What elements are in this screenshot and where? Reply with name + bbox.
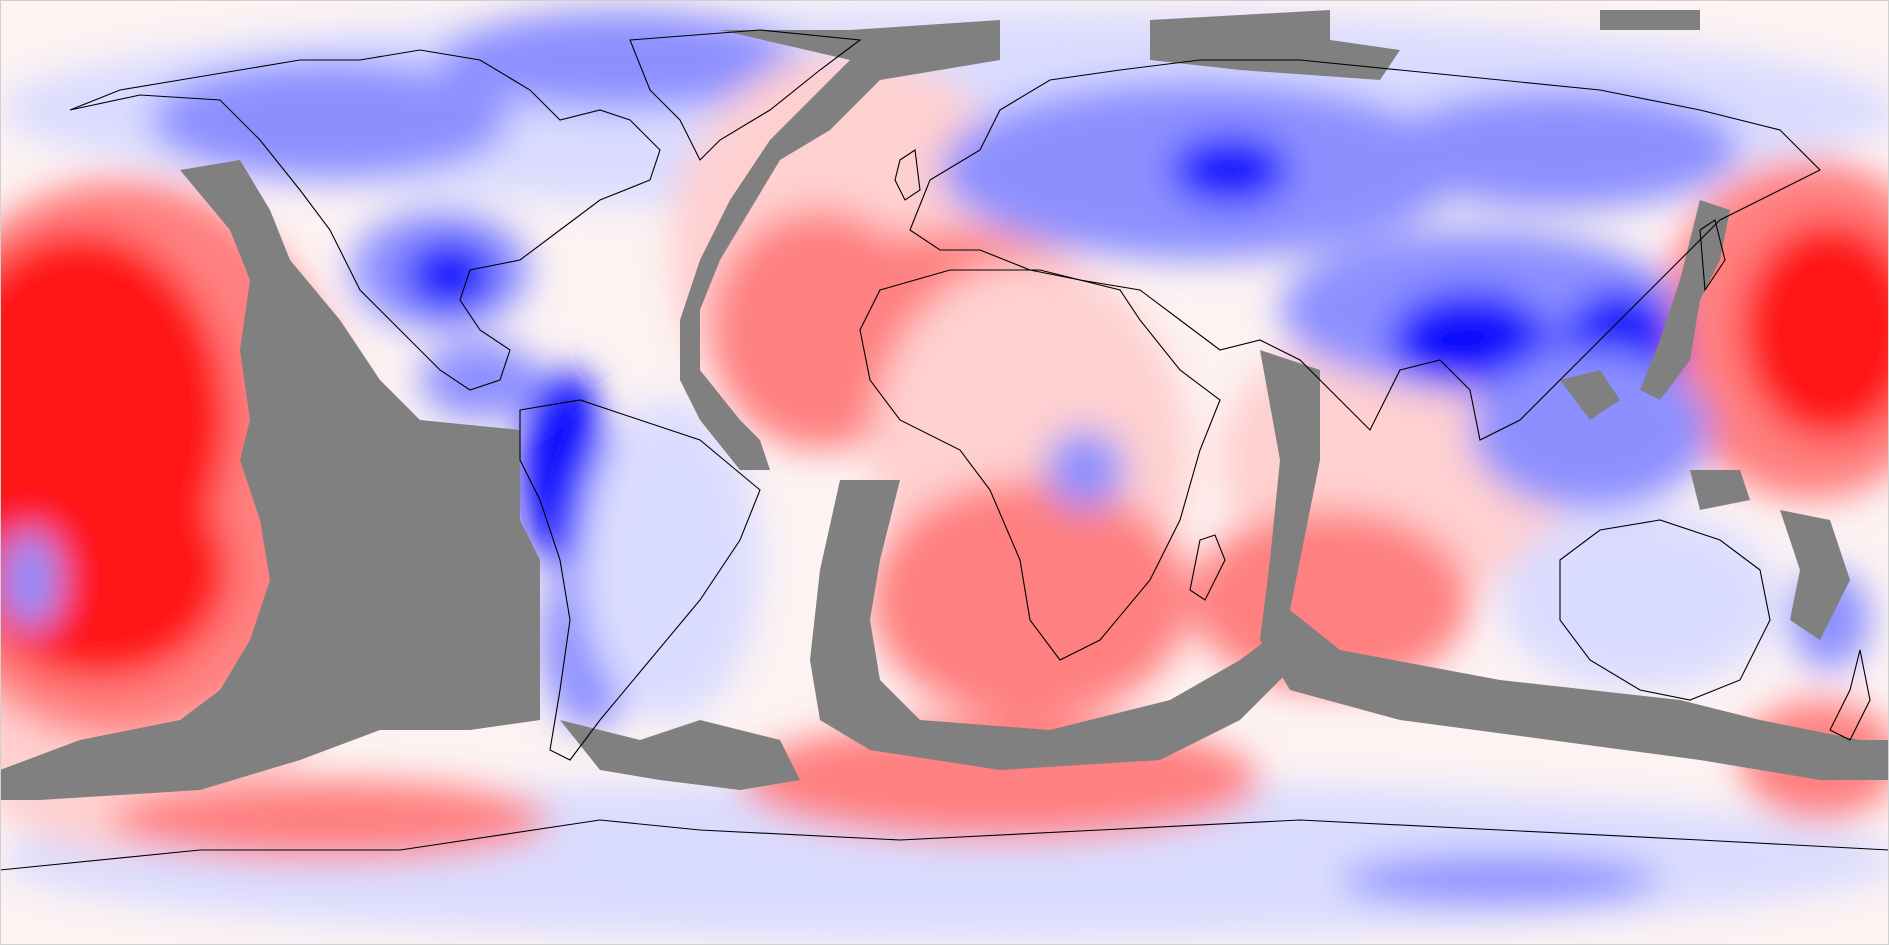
coastline-new-zealand — [1829, 649, 1871, 741]
coastline-eurasia — [909, 59, 1821, 441]
coastline-madagascar — [1189, 534, 1226, 601]
missing-data-region — [1260, 350, 1889, 780]
anomaly-blob-sneg — [405, 240, 495, 310]
anomaly-blob-wneg — [1500, 510, 1780, 690]
missing-data-region — [1560, 370, 1620, 420]
missing-data-region — [560, 720, 800, 790]
anomaly-blob-sneg — [1170, 135, 1290, 205]
anomaly-blob-mneg — [1380, 90, 1740, 210]
missing-data-region — [810, 480, 1300, 770]
anomaly-blob-sneg — [1390, 290, 1550, 390]
missing-data-region — [1150, 10, 1400, 80]
anomaly-blob-mneg — [1045, 430, 1125, 510]
coastline-british-isles — [894, 149, 921, 201]
anomaly-blob-mpos — [110, 780, 550, 860]
coastline-greenland — [629, 29, 862, 161]
anomaly-blob-mneg — [1340, 855, 1660, 905]
anomaly-blob-mneg — [0, 530, 60, 630]
coastline-antarctica — [0, 819, 1889, 871]
coastline-africa — [859, 269, 1221, 661]
coastline-australia — [1559, 519, 1771, 701]
coastline-north-america — [69, 49, 661, 391]
coastline-south-america — [519, 399, 761, 761]
missing-data-mask — [0, 10, 1889, 800]
anomaly-blob-mneg — [420, 340, 540, 420]
missing-data-region — [1640, 200, 1730, 400]
missing-data-region — [0, 160, 540, 800]
coastlines — [0, 29, 1889, 871]
anomaly-blob-spos — [0, 460, 230, 680]
anomaly-blob-wneg — [580, 400, 760, 720]
missing-data-region — [1780, 510, 1850, 640]
missing-data-region — [1690, 470, 1750, 510]
coastline-japan — [1699, 219, 1726, 292]
anomaly-blob-spos — [1740, 220, 1889, 440]
anomaly-blob-mneg — [440, 10, 800, 110]
missing-data-region — [1600, 10, 1700, 30]
anomaly-blob-mneg — [150, 60, 510, 180]
missing-data-region — [680, 20, 1000, 470]
anomaly-blob-mpos — [870, 480, 1190, 720]
